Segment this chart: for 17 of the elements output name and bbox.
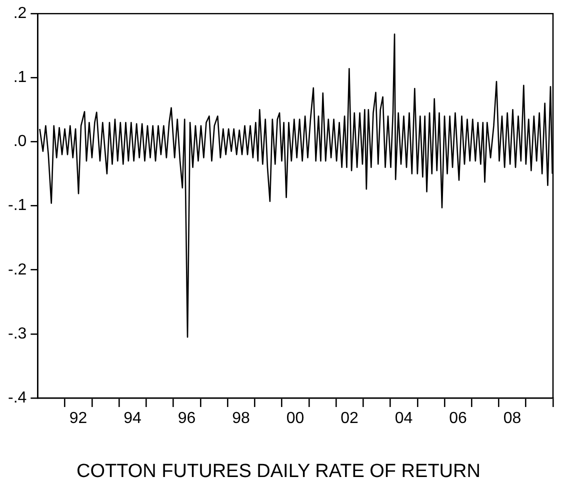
x-tick-label: 94 xyxy=(124,410,142,428)
y-tick-label: .0 xyxy=(13,133,27,150)
x-tick-label: 04 xyxy=(394,410,413,428)
x-tick-label: 02 xyxy=(340,410,358,428)
x-tick-label: 98 xyxy=(232,410,250,428)
y-tick-label: -.1 xyxy=(8,197,27,214)
text: COTTON FUTURES DAILY RATE OF RETURN xyxy=(76,460,480,482)
x-tick-label: 96 xyxy=(178,410,196,428)
y-tick-label: -.2 xyxy=(8,261,27,278)
x-tick-label: 06 xyxy=(449,410,467,428)
y-tick-label: -.4 xyxy=(8,389,27,406)
y-tick-label: .2 xyxy=(13,5,27,22)
x-tick-label: 08 xyxy=(503,410,522,428)
y-tick-label: .1 xyxy=(13,69,27,86)
y-tick-label: -.3 xyxy=(8,325,27,342)
x-tick-label: 00 xyxy=(286,410,304,428)
x-tick-label: 92 xyxy=(69,410,88,428)
